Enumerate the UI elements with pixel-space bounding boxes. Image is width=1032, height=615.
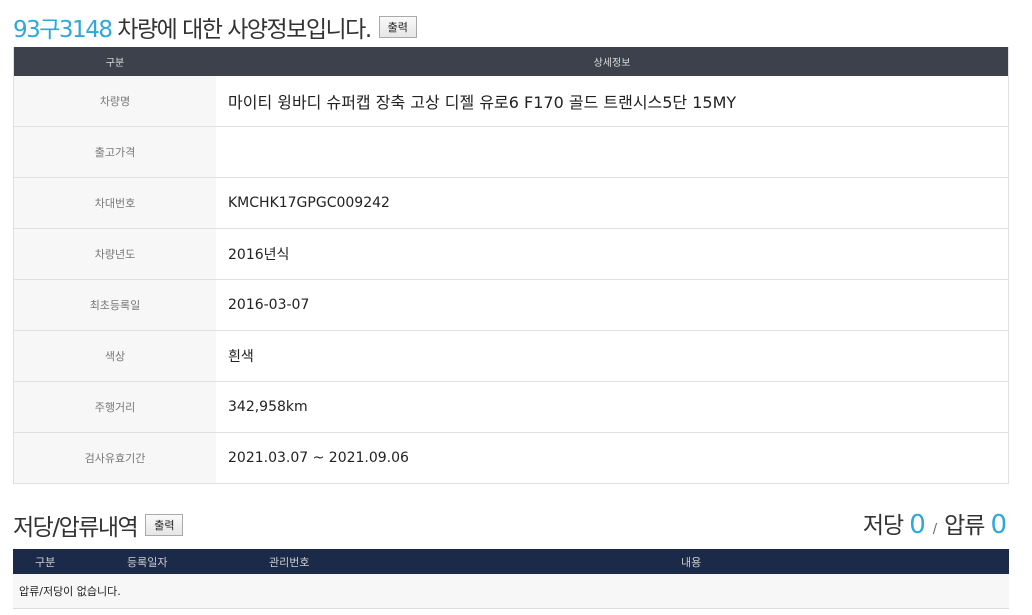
row-label: 검사유효기간	[13, 432, 216, 484]
col-header-content: 내용	[680, 549, 1009, 574]
spec-row: 주행거리 342,958km	[13, 381, 1009, 433]
row-value: 흰색	[216, 330, 1009, 382]
mortgage-label: 저당	[862, 513, 904, 539]
empty-message: 압류/저당이 없습니다.	[13, 574, 1009, 609]
spec-row: 차대번호 KMCHK17GPGC009242	[13, 177, 1009, 229]
spec-row: 색상 흰색	[13, 330, 1009, 382]
col-header-detail: 상세정보	[216, 47, 1009, 76]
col-header-category: 구분	[13, 47, 216, 76]
row-label: 차량년도	[13, 228, 216, 280]
row-label: 주행거리	[13, 381, 216, 433]
row-label: 차대번호	[13, 177, 216, 229]
title-text: 차량에 대한 사양정보입니다.	[111, 17, 372, 43]
spec-row: 최초등록일 2016-03-07	[13, 279, 1009, 331]
lien-counts: 저당 0/압류 0	[862, 506, 1007, 540]
spec-title: 93구3148 차량에 대한 사양정보입니다. 출력	[13, 10, 417, 44]
row-label: 출고가격	[13, 126, 216, 178]
spec-row: 차량년도 2016년식	[13, 228, 1009, 280]
spec-table: 구분 상세정보 차량명 마이티 윙바디 슈퍼캡 장축 고상 디젤 유로6 F170…	[13, 47, 1009, 484]
lien-table: 구분 등록일자 관리번호 내용 압류/저당이 없습니다.	[13, 549, 1009, 609]
row-value: 2016-03-07	[216, 279, 1009, 331]
spec-print-button[interactable]: 출력	[378, 16, 417, 38]
spec-row: 검사유효기간 2021.03.07 ~ 2021.09.06	[13, 432, 1009, 484]
col-header-date: 등록일자	[126, 549, 268, 574]
row-label: 색상	[13, 330, 216, 382]
row-value: 342,958km	[216, 381, 1009, 433]
col-header-number: 관리번호	[268, 549, 680, 574]
lien-print-button[interactable]: 출력	[145, 514, 184, 536]
plate-number: 93구3148	[13, 17, 113, 43]
row-value: 2016년식	[216, 228, 1009, 280]
row-value: KMCHK17GPGC009242	[216, 177, 1009, 229]
count-separator: /	[932, 522, 938, 537]
lien-title-text: 저당/압류내역	[13, 515, 139, 541]
spec-row: 출고가격	[13, 126, 1009, 178]
row-value	[216, 126, 1009, 178]
seizure-count: 0	[990, 510, 1007, 540]
col-header-type: 구분	[13, 549, 126, 574]
row-value: 2021.03.07 ~ 2021.09.06	[216, 432, 1009, 484]
row-label: 최초등록일	[13, 279, 216, 331]
mortgage-count: 0	[909, 510, 926, 540]
seizure-label: 압류	[944, 513, 985, 539]
row-value: 마이티 윙바디 슈퍼캡 장축 고상 디젤 유로6 F170 골드 트랜시스5단 …	[216, 76, 1009, 127]
row-label: 차량명	[13, 76, 216, 127]
spec-row: 차량명 마이티 윙바디 슈퍼캡 장축 고상 디젤 유로6 F170 골드 트랜시스…	[13, 76, 1009, 127]
lien-title: 저당/압류내역 출력	[13, 508, 184, 542]
